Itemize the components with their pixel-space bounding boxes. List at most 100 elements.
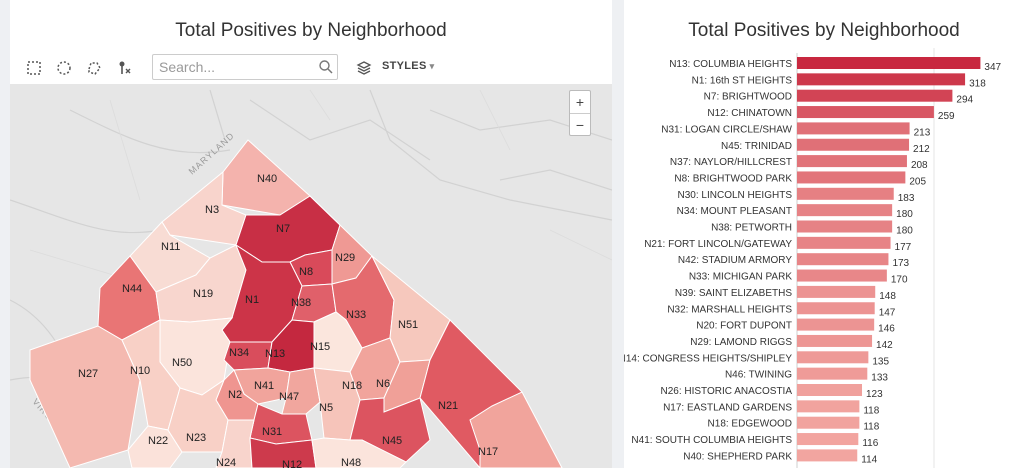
bar-value-label: 205: [909, 176, 926, 187]
basemap-roads: [10, 89, 612, 421]
label-N22: N22: [148, 435, 168, 447]
map-toolbar: STYLES▾: [10, 54, 612, 82]
label-N5: N5: [319, 402, 333, 414]
label-N48: N48: [341, 457, 361, 468]
label-N45: N45: [382, 435, 402, 447]
bar-value-label: 173: [892, 258, 909, 269]
label-N8: N8: [299, 266, 313, 278]
bar[interactable]: [797, 449, 858, 462]
bar[interactable]: [797, 106, 934, 119]
search-icon[interactable]: [318, 59, 334, 75]
bar[interactable]: [797, 318, 875, 331]
bar-category-label: N20: FORT DUPONT: [696, 321, 792, 332]
zoom-in-button[interactable]: +: [575, 94, 585, 110]
bar[interactable]: [797, 220, 893, 233]
bar-value-label: 135: [872, 356, 889, 367]
rectangle-select-icon[interactable]: [26, 60, 42, 76]
bar[interactable]: [797, 155, 907, 168]
bar-value-label: 212: [913, 144, 930, 155]
styles-label: STYLES: [382, 60, 427, 72]
bar-category-label: N45: TRINIDAD: [721, 141, 792, 152]
search-input[interactable]: [152, 54, 338, 80]
bar-value-label: 180: [896, 209, 913, 220]
circle-select-icon[interactable]: [56, 60, 72, 76]
styles-dropdown[interactable]: STYLES ▾: [382, 60, 434, 72]
bar[interactable]: [797, 269, 887, 282]
label-N41: N41: [254, 380, 274, 392]
zoom-out-button[interactable]: −: [570, 113, 590, 135]
neighborhood-regions: [29, 139, 563, 468]
bar-value-label: 147: [879, 307, 896, 318]
label-N17: N17: [478, 446, 498, 458]
bar[interactable]: [797, 122, 910, 135]
bar-category-label: N7: BRIGHTWOOD: [704, 92, 792, 103]
bar-value-label: 118: [863, 405, 879, 416]
bar-category-label: N17: EASTLAND GARDENS: [663, 402, 792, 413]
label-N3: N3: [205, 204, 219, 216]
zoom-control: + −: [569, 90, 591, 136]
bar[interactable]: [797, 57, 981, 69]
lasso-select-icon[interactable]: [86, 60, 102, 76]
label-N47: N47: [279, 391, 299, 403]
bar-category-label: N1: 16th ST HEIGHTS: [692, 75, 793, 86]
bar[interactable]: [797, 138, 910, 151]
bar-value-label: 347: [984, 62, 1001, 73]
label-N38: N38: [291, 297, 311, 309]
bar[interactable]: [797, 73, 966, 86]
bar[interactable]: [797, 384, 863, 396]
bar-value-label: 318: [969, 78, 986, 89]
bar[interactable]: [797, 204, 893, 217]
bar[interactable]: [797, 367, 868, 380]
bar-value-label: 114: [861, 454, 877, 465]
region-N48[interactable]: [311, 437, 407, 468]
region-N23[interactable]: [167, 378, 229, 453]
region-N27[interactable]: [29, 325, 141, 468]
bar[interactable]: [797, 236, 891, 249]
layers-icon[interactable]: [356, 60, 372, 76]
bar-category-label: N31: LOGAN CIRCLE/SHAW: [661, 124, 792, 135]
bar-chart: N13: COLUMBIA HEIGHTS 347 N1: 16th ST HEIG…: [624, 48, 1002, 468]
label-N2: N2: [228, 389, 242, 401]
label-N23: N23: [186, 432, 206, 444]
region-N17[interactable]: [469, 391, 563, 468]
bar[interactable]: [797, 302, 875, 315]
label-N34: N34: [229, 347, 249, 359]
bar-category-label: N46: TWINING: [725, 370, 792, 381]
map-area[interactable]: MARYLAND VIRGINIA: [10, 84, 612, 468]
label-N24: N24: [216, 457, 236, 468]
label-N29: N29: [335, 252, 355, 264]
label-N33: N33: [346, 309, 366, 321]
map-panel: Total Positives by Neighborhood ST: [10, 0, 612, 468]
bar-category-label: N12: CHINATOWN: [707, 108, 792, 119]
bar[interactable]: [797, 400, 860, 413]
bar-value-label: 259: [938, 111, 955, 122]
label-N18: N18: [342, 380, 362, 392]
bar[interactable]: [797, 433, 859, 446]
bar[interactable]: [797, 187, 894, 200]
bar-category-label: N14: CONGRESS HEIGHTS/SHIPLEY: [624, 353, 792, 364]
bar[interactable]: [797, 253, 889, 266]
bar-category-label: N40: SHEPHERD PARK: [683, 451, 792, 462]
bar-chart-title: Total Positives by Neighborhood: [688, 20, 960, 41]
bar[interactable]: [797, 89, 953, 102]
bar-value-label: 177: [895, 242, 912, 253]
label-N11: N11: [161, 241, 180, 253]
bar-value-label: 294: [956, 95, 973, 106]
bar-value-label: 148: [879, 291, 896, 302]
clear-selection-icon[interactable]: [116, 60, 132, 76]
label-N50: N50: [172, 357, 192, 369]
bar-category-label: N42: STADIUM ARMORY: [678, 255, 792, 266]
bar-category-label: N18: EDGEWOOD: [708, 419, 792, 430]
bar[interactable]: [797, 351, 869, 364]
label-N12: N12: [282, 459, 302, 468]
label-N31: N31: [262, 426, 282, 438]
bar[interactable]: [797, 285, 876, 298]
bar-value-label: 118: [863, 422, 879, 433]
bar[interactable]: [797, 334, 873, 347]
bar-category-label: N38: PETWORTH: [711, 223, 792, 234]
bar[interactable]: [797, 416, 860, 429]
bar-category-label: N32: MARSHALL HEIGHTS: [667, 304, 792, 315]
bar[interactable]: [797, 171, 906, 184]
label-N7: N7: [276, 223, 290, 235]
choropleth-map[interactable]: MARYLAND VIRGINIA: [10, 84, 612, 468]
